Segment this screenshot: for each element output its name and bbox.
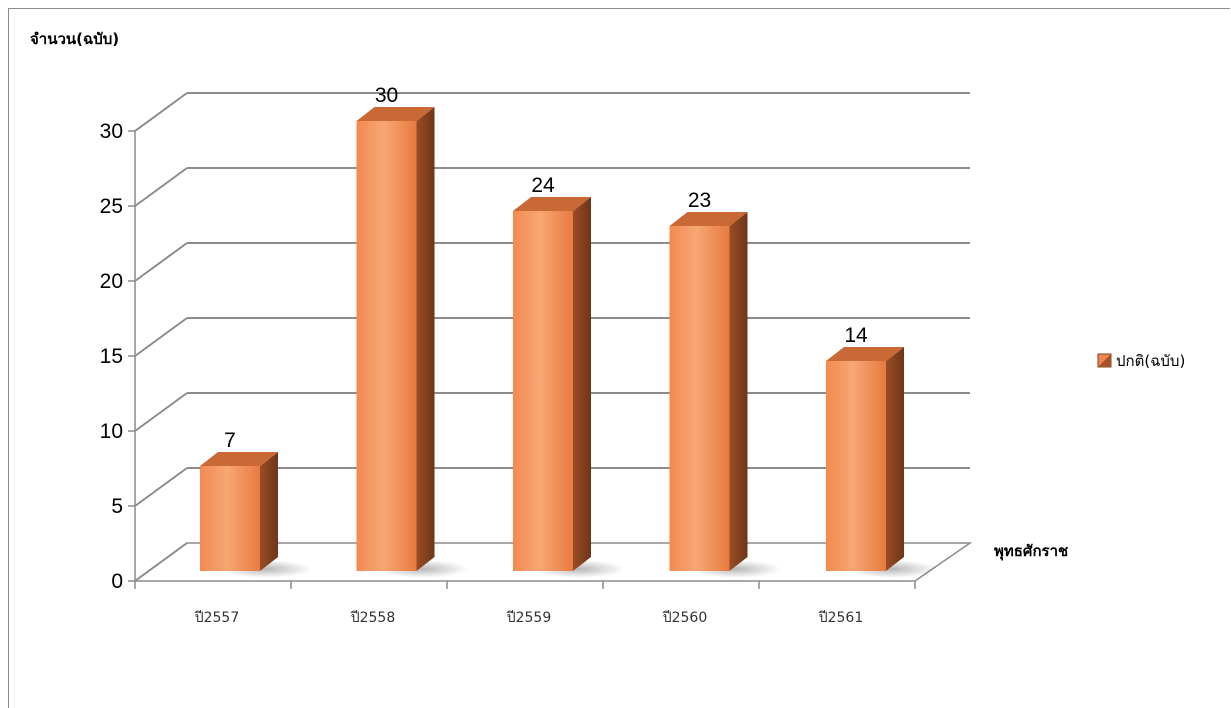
x-tick-label: ปี2557 (194, 610, 239, 626)
bar (513, 211, 573, 571)
gridline-diagonal (134, 92, 188, 132)
x-tick-label: ปี2558 (350, 610, 395, 626)
bar-side (729, 212, 748, 571)
x-tick-label: ปี2559 (506, 610, 551, 626)
gridline-diagonal (134, 542, 188, 582)
x-tick-label: ปี2561 (818, 610, 863, 626)
gridline-diagonal (134, 392, 188, 432)
gridline-diagonal (134, 242, 188, 282)
gridline-diagonal (134, 317, 188, 357)
bar-top (513, 197, 591, 211)
y-tick-label: 0 (111, 570, 123, 593)
y-tick-label: 5 (111, 495, 123, 518)
bar-top (200, 452, 278, 466)
label-layer: 7 30 24 23 14 (224, 84, 868, 452)
bar (826, 361, 886, 571)
y-axis-title: จำนวน(ฉบับ) (30, 30, 119, 48)
y-tick-label: 15 (100, 345, 123, 368)
bar-layer (200, 107, 938, 578)
x-axis-title: พุทธศักราช (994, 542, 1068, 561)
data-label: 14 (844, 324, 868, 347)
y-tick-label: 20 (100, 270, 123, 293)
y-tick-label: 25 (100, 195, 123, 218)
chart-frame (8, 8, 1230, 708)
legend: ปกติ(ฉบับ) (1097, 352, 1185, 370)
bar-top (356, 107, 435, 121)
data-label: 30 (375, 84, 398, 107)
data-label: 23 (688, 189, 711, 212)
gridline-diagonal (134, 167, 188, 207)
bar (200, 466, 260, 571)
gridline-diagonal (134, 467, 188, 507)
bar-side (886, 347, 904, 571)
bar-side (260, 452, 278, 571)
y-tick-label: 10 (100, 420, 123, 443)
bar (669, 226, 730, 571)
legend-swatch-shade (1098, 354, 1111, 367)
bar-side (416, 107, 435, 571)
data-label: 7 (224, 429, 236, 452)
bar (356, 121, 417, 571)
data-label: 24 (531, 174, 555, 197)
bar-top (826, 347, 904, 361)
legend-label: ปกติ(ฉบับ) (1116, 352, 1185, 370)
bar-side (573, 197, 591, 571)
y-tick-label: 30 (100, 120, 123, 143)
x-tick-label: ปี2560 (662, 610, 707, 626)
bar-top (669, 212, 748, 226)
axis-layer: 0 5 10 15 20 25 30 ปี2557 ปี2558 ปี2559 ปี2560 ปี25… (100, 120, 916, 626)
